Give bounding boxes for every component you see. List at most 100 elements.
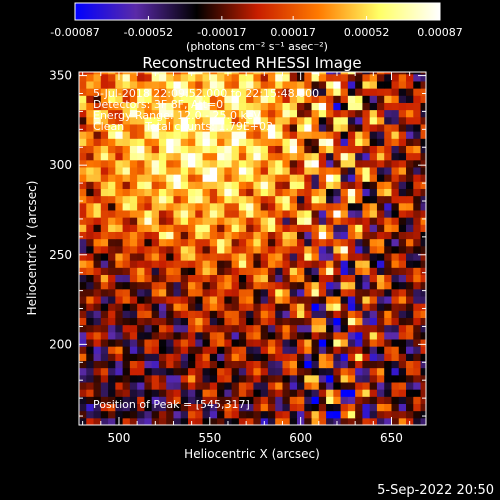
heatmap-cell xyxy=(420,396,426,404)
heatmap-cell xyxy=(188,202,196,211)
heatmap-cell xyxy=(333,116,342,125)
heatmap-cell xyxy=(253,274,262,283)
heatmap-cell xyxy=(93,367,102,376)
heatmap-cell xyxy=(231,389,240,397)
heatmap-cell xyxy=(202,295,211,304)
heatmap-cell xyxy=(188,281,196,290)
heatmap-cell xyxy=(253,102,262,111)
heatmap-cell xyxy=(173,396,182,404)
heatmap-cell xyxy=(195,303,204,311)
heatmap-cell xyxy=(158,267,167,275)
heatmap-cell xyxy=(108,123,116,132)
heatmap-cell xyxy=(217,396,225,404)
heatmap-cell xyxy=(115,95,124,103)
heatmap-cell xyxy=(195,317,204,326)
heatmap-cell xyxy=(93,88,102,96)
heatmap-cell xyxy=(137,374,145,383)
heatmap-cell xyxy=(275,116,283,125)
heatmap-cell xyxy=(129,310,138,318)
heatmap-cell xyxy=(180,123,189,132)
heatmap-cell xyxy=(86,331,95,340)
heatmap-cell xyxy=(253,73,262,82)
heatmap-cell xyxy=(158,102,167,111)
heatmap-cell xyxy=(166,374,174,383)
heatmap-cell xyxy=(413,252,422,261)
heatmap-cell xyxy=(151,303,160,311)
heatmap-cell xyxy=(137,331,145,340)
heatmap-cell xyxy=(420,145,426,154)
heatmap-cell xyxy=(246,109,254,118)
heatmap-cell xyxy=(340,410,349,419)
heatmap-cell xyxy=(238,102,247,111)
heatmap-cell xyxy=(340,102,349,111)
heatmap-cell xyxy=(217,231,225,240)
heatmap-cell xyxy=(224,403,233,412)
heatmap-cell xyxy=(304,389,313,397)
heatmap-cell xyxy=(209,123,218,132)
heatmap-cell xyxy=(326,88,334,96)
heatmap-cell xyxy=(311,338,320,347)
heatmap-cell xyxy=(304,310,313,318)
heatmap-cell xyxy=(129,109,138,118)
heatmap-cell xyxy=(217,403,225,412)
heatmap-cell xyxy=(93,145,102,154)
heatmap-cell xyxy=(376,231,385,240)
heatmap-cell xyxy=(86,245,95,254)
heatmap-cell xyxy=(333,396,342,404)
heatmap-cell xyxy=(318,131,327,139)
heatmap-cell xyxy=(333,159,342,168)
heatmap-cell xyxy=(413,72,422,75)
heatmap-cell xyxy=(413,331,422,340)
heatmap-cell xyxy=(151,73,160,82)
heatmap-cell xyxy=(398,274,407,283)
heatmap-cell xyxy=(311,410,320,419)
heatmap-cell xyxy=(195,80,204,89)
heatmap-cell xyxy=(391,367,400,376)
heatmap-cell xyxy=(318,174,327,182)
heatmap-cell xyxy=(398,331,407,340)
heatmap-cell xyxy=(158,80,167,89)
heatmap-cell xyxy=(347,217,356,225)
heatmap-cell xyxy=(355,102,363,111)
heatmap-cell xyxy=(355,346,363,354)
heatmap-cell xyxy=(93,159,102,168)
heatmap-cell xyxy=(173,338,182,347)
heatmap-cell xyxy=(260,396,269,404)
heatmap-cell xyxy=(413,274,422,283)
heatmap-cell xyxy=(129,181,138,189)
heatmap-cell xyxy=(217,267,225,275)
heatmap-cell xyxy=(347,195,356,204)
heatmap-cell xyxy=(158,324,167,333)
heatmap-cell xyxy=(86,346,95,354)
heatmap-cell xyxy=(420,346,426,354)
heatmap-cell xyxy=(202,174,211,182)
heatmap-cell xyxy=(347,238,356,247)
heatmap-cell xyxy=(202,288,211,297)
heatmap-cell xyxy=(173,138,182,146)
heatmap-cell xyxy=(180,267,189,275)
heatmap-cell xyxy=(209,360,218,369)
heatmap-cell xyxy=(151,109,160,118)
heatmap-cell xyxy=(158,181,167,189)
heatmap-cell xyxy=(369,310,378,318)
heatmap-cell xyxy=(362,209,371,218)
heatmap-cell xyxy=(79,145,87,154)
heatmap-cell xyxy=(289,152,298,161)
heatmap-cell xyxy=(238,152,247,161)
heatmap-cell xyxy=(420,209,426,218)
heatmap-cell xyxy=(311,217,320,225)
heatmap-cell xyxy=(195,389,204,397)
heatmap-cell xyxy=(289,417,298,425)
heatmap-cell xyxy=(100,381,109,390)
heatmap-cell xyxy=(384,174,392,182)
heatmap-cell xyxy=(289,317,298,326)
heatmap-cell xyxy=(122,88,131,96)
heatmap-cell xyxy=(129,274,138,283)
annotation-block: 5-Jul-2018 22:09:52.000 to 22:15:48.000 … xyxy=(93,87,319,133)
heatmap-cell xyxy=(115,88,124,96)
heatmap-cell xyxy=(347,88,356,96)
heatmap-cell xyxy=(398,267,407,275)
heatmap-cell xyxy=(267,303,276,311)
heatmap-cell xyxy=(275,209,283,218)
heatmap-cell xyxy=(267,417,276,425)
